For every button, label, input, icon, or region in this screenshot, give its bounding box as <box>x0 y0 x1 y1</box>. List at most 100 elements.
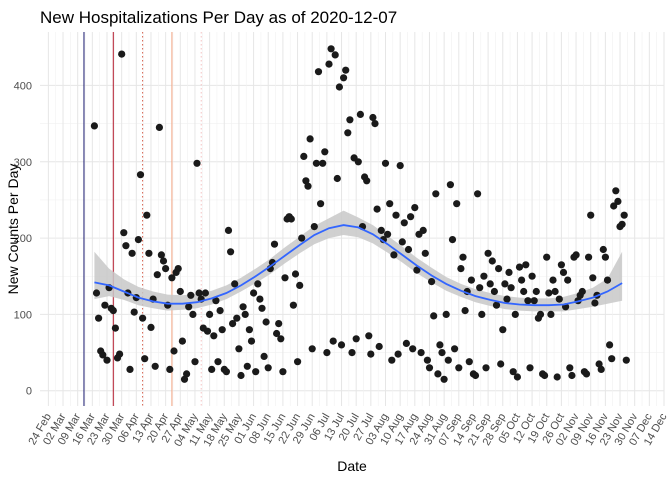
chart-title: New Hospitalizations Per Day as of 2020-… <box>40 8 397 27</box>
data-point <box>398 238 406 246</box>
data-point <box>130 308 138 316</box>
data-point <box>545 289 553 297</box>
data-point <box>128 249 136 257</box>
data-point <box>145 249 153 257</box>
data-point <box>409 345 417 353</box>
data-point <box>499 326 507 334</box>
data-point <box>513 373 522 381</box>
data-point <box>430 312 438 320</box>
x-axis-title: Date <box>337 458 367 474</box>
data-point <box>111 324 119 332</box>
data-point <box>329 337 337 345</box>
data-point <box>407 213 415 221</box>
data-point <box>555 295 563 303</box>
data-point <box>553 373 561 381</box>
data-point <box>622 356 630 364</box>
data-point <box>384 230 392 238</box>
data-point <box>352 335 360 343</box>
data-point <box>126 365 134 373</box>
data-point <box>273 329 281 338</box>
data-point <box>388 356 396 364</box>
data-point <box>348 349 356 357</box>
data-point <box>522 261 530 269</box>
data-point <box>262 318 270 326</box>
data-point <box>528 272 536 280</box>
data-point <box>122 242 130 250</box>
data-point <box>377 226 385 234</box>
data-point <box>620 211 628 219</box>
data-point <box>547 310 555 318</box>
y-tick-label: 300 <box>14 157 32 169</box>
data-point <box>254 280 262 288</box>
data-point <box>419 226 427 234</box>
data-point <box>134 236 142 244</box>
data-point <box>187 291 195 299</box>
data-point <box>147 323 155 331</box>
data-point <box>608 355 616 363</box>
data-point <box>402 339 410 347</box>
data-point <box>178 337 186 345</box>
data-point <box>428 278 436 286</box>
data-point <box>446 181 454 189</box>
data-point <box>281 274 289 282</box>
data-point <box>486 280 494 288</box>
data-point <box>92 289 101 297</box>
data-point <box>482 364 490 372</box>
data-point <box>95 314 103 322</box>
data-point <box>492 301 501 309</box>
data-point <box>404 245 413 254</box>
data-point <box>252 368 260 376</box>
data-point <box>511 310 519 318</box>
data-point <box>490 287 498 296</box>
data-point <box>222 368 230 376</box>
data-point <box>589 274 597 282</box>
data-point <box>436 341 444 349</box>
data-point <box>185 303 193 311</box>
data-point <box>342 66 350 74</box>
data-point <box>233 314 241 322</box>
data-point <box>331 51 339 59</box>
data-point <box>317 200 325 208</box>
data-point <box>298 234 306 242</box>
data-point <box>591 299 599 307</box>
data-point <box>264 364 272 372</box>
data-point <box>210 332 218 340</box>
data-point <box>241 310 249 318</box>
data-point <box>218 326 226 334</box>
data-point <box>386 200 394 208</box>
data-point <box>371 120 379 128</box>
data-point <box>321 148 329 156</box>
data-point <box>243 362 251 370</box>
data-point <box>312 159 320 167</box>
data-point <box>180 375 189 383</box>
data-point <box>189 310 197 318</box>
data-point <box>235 345 243 353</box>
loess-confidence-band <box>94 210 623 312</box>
data-point <box>291 270 300 278</box>
smooth-line <box>94 224 623 307</box>
y-tick-label: 0 <box>26 386 32 398</box>
data-point <box>467 276 475 284</box>
data-point <box>157 251 165 259</box>
data-point <box>304 182 312 190</box>
data-point <box>367 350 375 358</box>
data-point <box>461 307 469 315</box>
y-tick-label: 100 <box>14 309 32 321</box>
data-point <box>373 205 381 213</box>
data-point <box>191 358 199 366</box>
y-axis-ticks: 0 100 200 300 400 <box>14 80 32 397</box>
data-point <box>101 301 109 309</box>
data-point <box>421 249 429 257</box>
data-point <box>557 261 566 269</box>
data-point <box>595 360 603 368</box>
data-point <box>247 337 256 345</box>
data-point <box>440 375 448 383</box>
data-point <box>159 257 168 265</box>
data-point <box>392 211 400 219</box>
data-point <box>141 355 149 363</box>
data-point <box>155 123 163 131</box>
data-point <box>365 332 373 340</box>
data-point <box>474 190 482 198</box>
data-point <box>425 364 434 372</box>
